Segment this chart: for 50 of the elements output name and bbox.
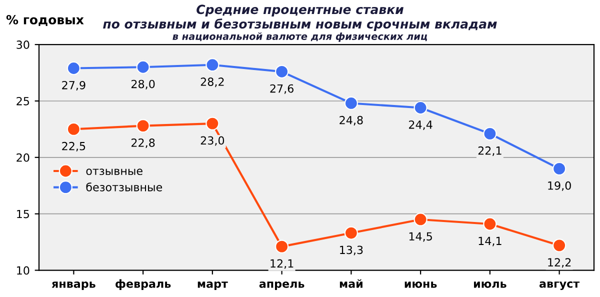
x-tick-label: февраль: [116, 279, 171, 290]
data-label: 14,1: [478, 236, 502, 246]
chart-title: Средние процентные ставки по отзывным и безотзывным новым срочным вкладам: [103, 4, 497, 32]
y-tick-label: 20: [16, 153, 30, 162]
point: [275, 240, 289, 254]
chart-subtitle: в национальной валюте для физических лиц: [172, 32, 428, 42]
data-label: 22,8: [132, 138, 155, 148]
y-tick-label: 30: [16, 40, 30, 49]
point: [206, 116, 220, 130]
point: [552, 162, 566, 176]
data-label: 19,0: [548, 181, 571, 191]
data-label: 23,0: [200, 136, 224, 146]
data-label: 28,2: [200, 78, 224, 88]
data-label: 12,1: [270, 259, 294, 269]
x-tick-label: апрель: [259, 282, 304, 290]
data-label: 12,2: [548, 258, 571, 268]
point: [414, 212, 428, 226]
x-tick-label: январь: [52, 282, 96, 290]
legend-label: безотзывные: [86, 182, 162, 192]
point: [344, 96, 358, 110]
y-tick-label: 25: [16, 96, 29, 106]
data-label: 13,3: [340, 246, 363, 256]
x-tick-label: март: [198, 282, 228, 290]
point: [206, 58, 220, 72]
point: [483, 126, 497, 141]
data-label: 28,0: [132, 80, 155, 90]
y-tick-label: 15: [17, 210, 29, 218]
legend-label: отзывные: [86, 168, 142, 176]
y-axis-title: % годовых: [6, 14, 84, 26]
point: [136, 60, 150, 74]
data-label: 14,5: [409, 232, 432, 242]
data-label: 27,9: [62, 80, 86, 90]
point: [66, 122, 80, 136]
point: [136, 119, 150, 133]
point: [483, 217, 497, 231]
data-label: 24,8: [340, 116, 363, 126]
x-tick-label: июль: [474, 282, 506, 288]
x-tick-label: июнь: [404, 282, 437, 288]
x-tick-label: май: [340, 279, 362, 288]
data-label: 22,1: [478, 146, 502, 156]
point: [66, 61, 80, 76]
data-label: 24,4: [409, 120, 432, 130]
point: [552, 238, 566, 252]
x-tick-label: август: [539, 281, 580, 290]
point: [275, 64, 289, 78]
point: [414, 100, 428, 115]
data-label: 22,5: [62, 142, 86, 152]
point: [344, 226, 358, 240]
y-tick-label: 10: [17, 266, 30, 275]
data-label: 27,6: [270, 84, 294, 94]
